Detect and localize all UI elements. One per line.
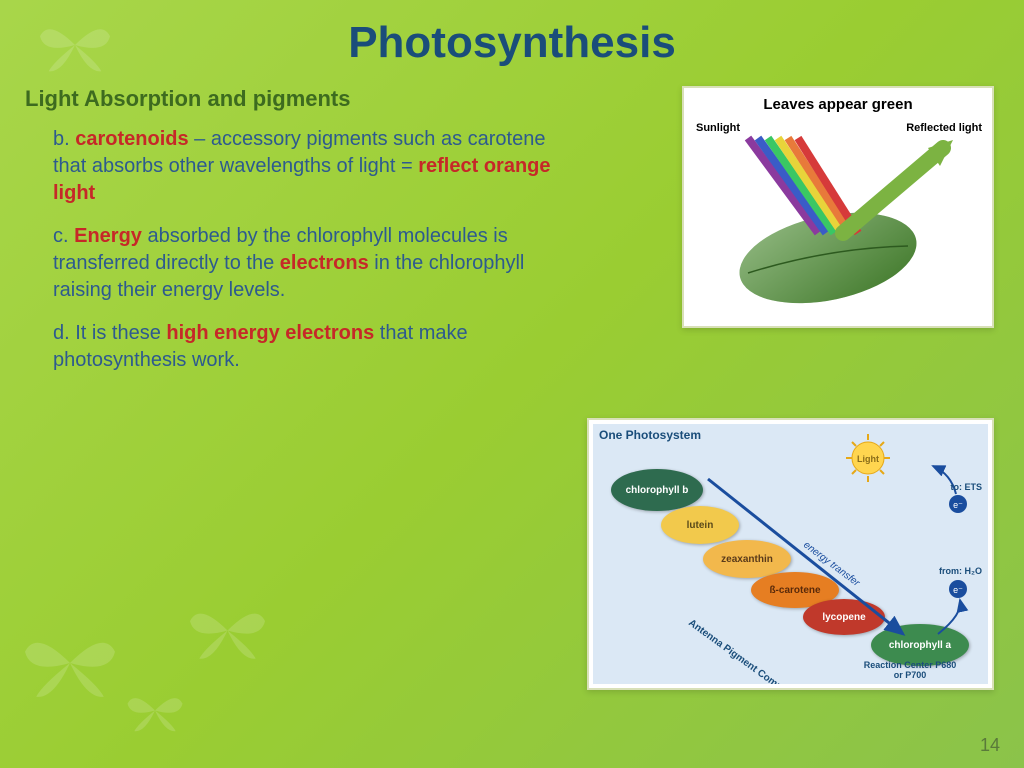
bullet-c: c. Energy absorbed by the chlorophyll mo…	[53, 223, 574, 304]
image-column: Leaves appear green Sunlight Reflected l…	[594, 86, 994, 690]
photosystem-diagram-box: One Photosystem Light chlorophyll blutei…	[587, 418, 994, 690]
highlight-high-energy-electrons: high energy electrons	[166, 322, 374, 344]
svg-text:e⁻: e⁻	[953, 500, 963, 510]
label-to-ets: to: ETS	[951, 482, 983, 492]
slide-title: Photosynthesis	[0, 0, 1024, 68]
svg-text:e⁻: e⁻	[953, 585, 963, 595]
svg-text:energy transfer: energy transfer	[801, 540, 862, 590]
leaf-diagram-box: Leaves appear green Sunlight Reflected l…	[682, 86, 994, 328]
highlight-carotenoids: carotenoids	[75, 128, 188, 150]
highlight-electrons: electrons	[280, 252, 369, 274]
photosystem-arrows: energy transfer Antenna Pigment Complex …	[593, 424, 988, 684]
bullet-prefix: c.	[53, 225, 74, 247]
leaf-diagram: Leaves appear green Sunlight Reflected l…	[688, 92, 988, 322]
leaf-diagram-title: Leaves appear green	[688, 92, 988, 117]
highlight-energy: Energy	[74, 225, 142, 247]
label-reaction-center: Reaction Center P680 or P700	[860, 660, 960, 680]
bullet-b: b. carotenoids – accessory pigments such…	[53, 126, 574, 207]
section-subtitle: Light Absorption and pigments	[25, 86, 574, 112]
leaf-svg	[688, 118, 988, 318]
content-area: Light Absorption and pigments b. caroten…	[0, 68, 1024, 690]
bullet-prefix: d. It is these	[53, 322, 166, 344]
svg-text:Antenna Pigment Complex: Antenna Pigment Complex	[686, 618, 796, 684]
photosystem-diagram: One Photosystem Light chlorophyll blutei…	[593, 424, 988, 684]
label-from-h2o: from: H₂O	[939, 566, 982, 576]
butterfly-decoration	[120, 683, 190, 738]
bullet-prefix: b.	[53, 128, 75, 150]
bullet-d: d. It is these high energy electrons tha…	[53, 320, 574, 374]
text-column: Light Absorption and pigments b. caroten…	[25, 86, 574, 690]
page-number: 14	[980, 735, 1000, 756]
